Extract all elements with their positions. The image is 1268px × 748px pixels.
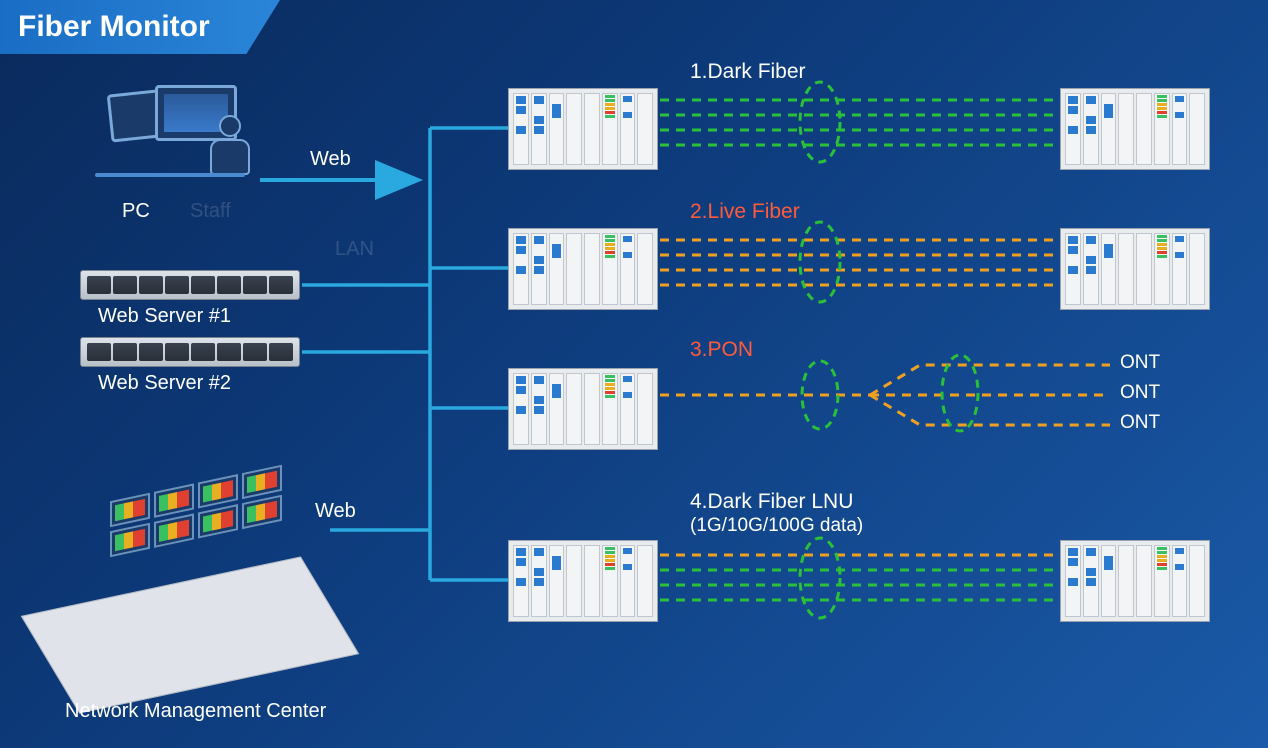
chassis-lnu-left <box>508 540 658 622</box>
chassis-lnu-right <box>1060 540 1210 622</box>
pc-label: PC <box>122 200 150 223</box>
chassis-live-right <box>1060 228 1210 310</box>
ont-label-2: ONT <box>1120 382 1160 404</box>
server2-label: Web Server #2 <box>98 372 231 395</box>
lan-label: LAN <box>335 238 374 261</box>
chassis-dark-right <box>1060 88 1210 170</box>
web-label-top: Web <box>310 148 351 171</box>
nmc-icon <box>50 470 350 685</box>
web-server-1-icon <box>80 270 300 300</box>
chassis-pon-left <box>508 368 658 450</box>
staff-label: Staff <box>190 200 231 223</box>
title-banner: Fiber Monitor <box>0 0 280 54</box>
web-server-2-icon <box>80 337 300 367</box>
title-text: Fiber Monitor <box>18 10 210 43</box>
section-4-subtitle: (1G/10G/100G data) <box>690 515 863 537</box>
chassis-dark-left <box>508 88 658 170</box>
nmc-label: Network Management Center <box>65 700 326 723</box>
section-4-label: 4.Dark Fiber LNU <box>690 490 853 514</box>
chassis-live-left <box>508 228 658 310</box>
section-3-label: 3.PON <box>690 338 753 362</box>
section-2-label: 2.Live Fiber <box>690 200 800 224</box>
section-1-label: 1.Dark Fiber <box>690 60 806 84</box>
ont-label-3: ONT <box>1120 412 1160 434</box>
pc-workstation-icon <box>95 85 275 205</box>
ont-label-1: ONT <box>1120 352 1160 374</box>
server1-label: Web Server #1 <box>98 305 231 328</box>
